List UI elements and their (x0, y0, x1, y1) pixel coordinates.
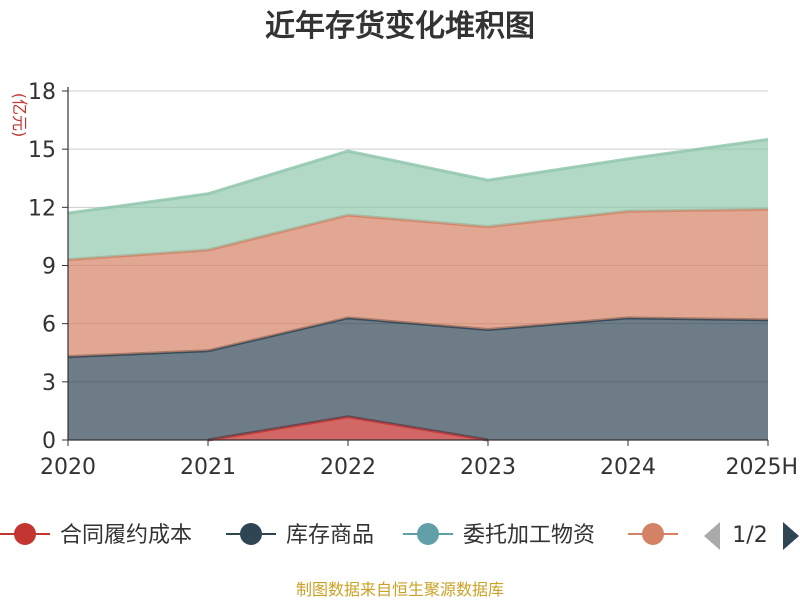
legend-item-0[interactable]: 合同履约成本 (0, 523, 192, 548)
y-tick-label-2: 6 (42, 313, 56, 338)
y-tick-label-4: 12 (28, 196, 56, 221)
x-tick-label-4: 2024 (600, 455, 656, 480)
y-tick-label-3: 9 (42, 255, 56, 280)
legend-label-0: 合同履约成本 (60, 523, 192, 548)
x-tick-label-0: 2020 (40, 455, 96, 480)
area-series-3 (68, 209, 768, 357)
legend-item-1[interactable]: 库存商品 (226, 523, 374, 548)
y-tick-label-1: 3 (42, 371, 56, 396)
legend-item-3[interactable] (628, 523, 678, 545)
legend-page-indicator: 1/2 (732, 523, 767, 548)
y-tick-label-0: 0 (42, 429, 56, 454)
legend-label-1: 库存商品 (286, 523, 374, 548)
x-tick-label-1: 2021 (180, 455, 236, 480)
chart-title: 近年存货变化堆积图 (265, 9, 535, 44)
x-tick-label-3: 2023 (460, 455, 516, 480)
line-series-4 (67, 137, 769, 215)
legend-marker-3 (642, 523, 664, 545)
legend-prev-page-icon[interactable] (704, 522, 720, 550)
y-tick-label-6: 18 (28, 80, 56, 105)
legend-label-2: 委托加工物资 (463, 523, 595, 548)
x-tick-label-2: 2022 (320, 455, 376, 480)
legend[interactable]: 合同履约成本 库存商品 委托加工物资 1/2 (0, 522, 799, 550)
legend-item-2[interactable]: 委托加工物资 (403, 523, 595, 548)
data-source-note: 制图数据来自恒生聚源数据库 (296, 580, 504, 599)
area-series-1 (68, 317, 768, 440)
legend-marker-0 (14, 523, 36, 545)
area-series-0 (208, 416, 488, 440)
y-tick-label-5: 15 (28, 138, 56, 163)
legend-marker-2 (417, 523, 439, 545)
x-tick-label-5: 2025H (725, 455, 798, 480)
axes: 0 3 6 9 12 15 18 2020 2021 2022 2023 2024 2025H (28, 80, 798, 480)
area-series-layer (67, 137, 769, 442)
legend-marker-1 (240, 523, 262, 545)
line-series-1 (67, 316, 769, 359)
area-series-4 (68, 139, 768, 260)
y-axis-unit-label: (亿元) (10, 93, 29, 138)
legend-next-page-icon[interactable] (783, 522, 799, 550)
